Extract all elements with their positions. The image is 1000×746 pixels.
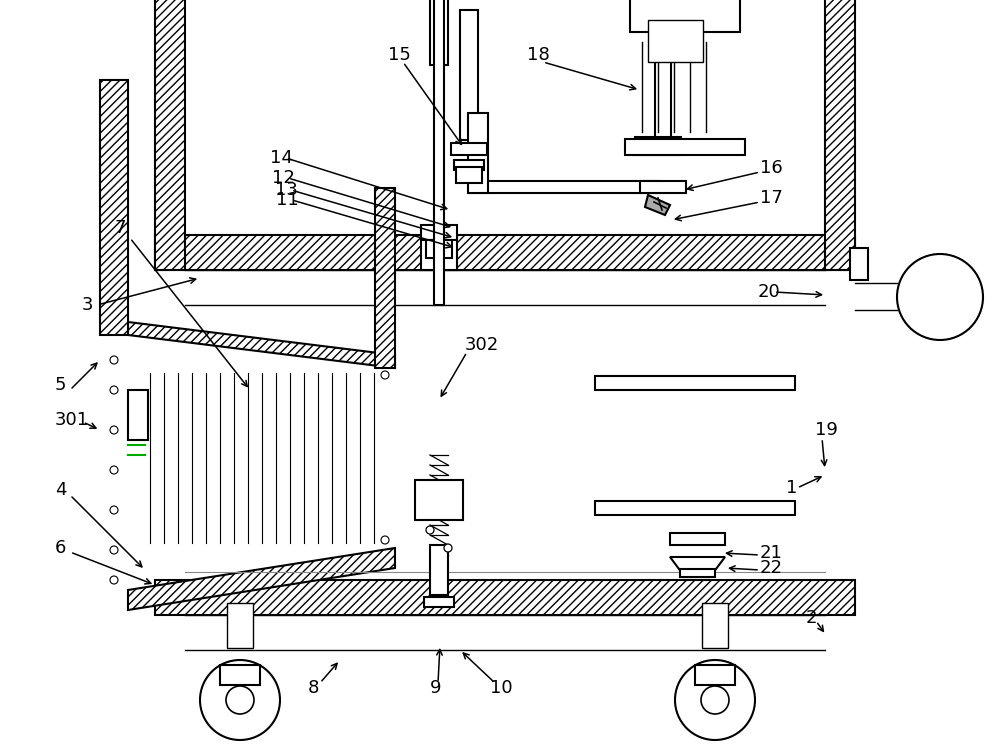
Polygon shape bbox=[128, 548, 395, 610]
Circle shape bbox=[110, 356, 118, 364]
Bar bbox=[630, 0, 740, 32]
Bar bbox=[128, 390, 148, 440]
Text: 12: 12 bbox=[272, 169, 295, 187]
Bar bbox=[430, 545, 448, 595]
Text: 18: 18 bbox=[527, 46, 550, 64]
Bar bbox=[635, 137, 681, 155]
Text: 15: 15 bbox=[388, 46, 411, 64]
Circle shape bbox=[381, 536, 389, 544]
Bar bbox=[454, 160, 484, 170]
Bar bbox=[595, 376, 795, 390]
Text: 3: 3 bbox=[82, 296, 94, 314]
Bar bbox=[227, 603, 253, 648]
Bar bbox=[470, 181, 660, 193]
Circle shape bbox=[110, 386, 118, 394]
Text: 14: 14 bbox=[270, 149, 293, 167]
Circle shape bbox=[226, 686, 254, 714]
Circle shape bbox=[110, 506, 118, 514]
Bar bbox=[456, 167, 482, 183]
Circle shape bbox=[381, 371, 389, 379]
Text: 19: 19 bbox=[815, 421, 838, 439]
Bar bbox=[655, 0, 671, 150]
Text: 10: 10 bbox=[490, 679, 513, 697]
Circle shape bbox=[444, 544, 452, 552]
Bar bbox=[850, 248, 868, 280]
Bar bbox=[640, 181, 686, 193]
Text: 11: 11 bbox=[276, 191, 299, 209]
Bar bbox=[648, 20, 703, 62]
Bar bbox=[702, 603, 728, 648]
Bar bbox=[415, 480, 463, 520]
Bar bbox=[460, 10, 478, 140]
Text: 16: 16 bbox=[760, 159, 783, 177]
Bar bbox=[421, 225, 457, 240]
Circle shape bbox=[110, 426, 118, 434]
Bar bbox=[680, 569, 715, 577]
Bar bbox=[670, 533, 725, 545]
Text: 9: 9 bbox=[430, 679, 442, 697]
Bar bbox=[434, 0, 444, 305]
Bar bbox=[825, 0, 855, 270]
Bar bbox=[421, 235, 457, 270]
Bar bbox=[430, 0, 448, 65]
Bar bbox=[100, 80, 128, 335]
Bar bbox=[155, 0, 185, 270]
Text: 21: 21 bbox=[760, 544, 783, 562]
Bar bbox=[468, 113, 488, 193]
Bar bbox=[625, 139, 745, 155]
Text: 1: 1 bbox=[786, 479, 797, 497]
Bar bbox=[595, 501, 795, 515]
Polygon shape bbox=[670, 557, 725, 577]
Bar bbox=[695, 665, 735, 685]
Circle shape bbox=[200, 660, 280, 740]
Circle shape bbox=[701, 686, 729, 714]
Circle shape bbox=[110, 546, 118, 554]
Text: 301: 301 bbox=[55, 411, 89, 429]
Text: 2: 2 bbox=[806, 609, 818, 627]
Text: 8: 8 bbox=[308, 679, 319, 697]
Polygon shape bbox=[128, 322, 395, 368]
Text: 22: 22 bbox=[760, 559, 783, 577]
Circle shape bbox=[110, 466, 118, 474]
Bar bbox=[426, 240, 452, 258]
Text: 13: 13 bbox=[275, 181, 298, 199]
Text: 7: 7 bbox=[115, 219, 126, 237]
Bar bbox=[220, 665, 260, 685]
Text: 6: 6 bbox=[55, 539, 66, 557]
Bar bbox=[451, 143, 487, 155]
Polygon shape bbox=[645, 195, 670, 215]
Bar bbox=[424, 597, 454, 607]
Text: 4: 4 bbox=[55, 481, 66, 499]
Circle shape bbox=[110, 576, 118, 584]
Text: 5: 5 bbox=[55, 376, 66, 394]
Text: 20: 20 bbox=[758, 283, 781, 301]
Bar bbox=[375, 188, 395, 368]
Circle shape bbox=[897, 254, 983, 340]
Bar bbox=[155, 580, 855, 615]
Bar bbox=[155, 235, 855, 270]
Text: 302: 302 bbox=[465, 336, 499, 354]
Circle shape bbox=[675, 660, 755, 740]
Text: 17: 17 bbox=[760, 189, 783, 207]
Circle shape bbox=[426, 526, 434, 534]
